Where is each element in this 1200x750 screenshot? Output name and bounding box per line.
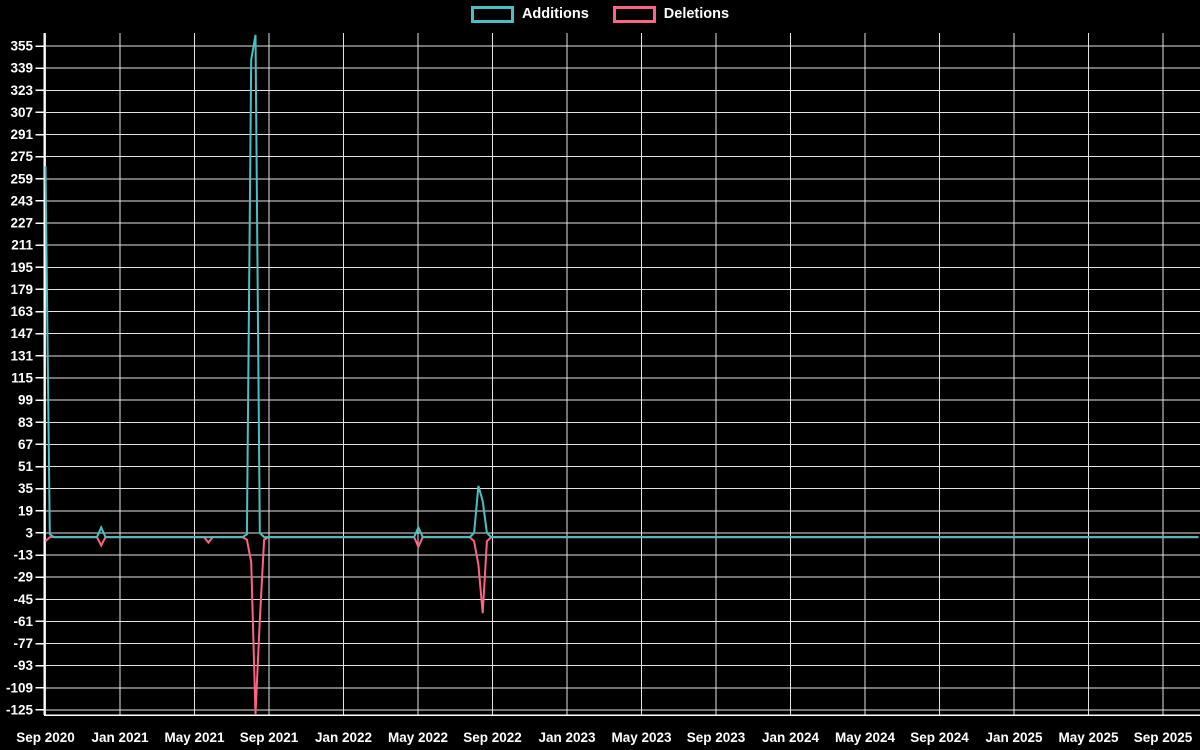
- svg-text:Sep 2022: Sep 2022: [463, 730, 522, 745]
- svg-text:Sep 2020: Sep 2020: [16, 730, 75, 745]
- svg-text:-61: -61: [13, 614, 33, 629]
- svg-text:115: 115: [11, 370, 33, 385]
- svg-text:Jan 2024: Jan 2024: [762, 730, 820, 745]
- svg-text:323: 323: [10, 83, 33, 98]
- svg-text:147: 147: [10, 326, 33, 341]
- svg-text:163: 163: [10, 304, 33, 319]
- svg-text:Sep 2025: Sep 2025: [1134, 730, 1193, 745]
- svg-text:243: 243: [10, 193, 33, 208]
- svg-text:May 2022: May 2022: [388, 730, 448, 745]
- svg-text:May 2021: May 2021: [164, 730, 225, 745]
- svg-text:51: 51: [18, 459, 34, 474]
- svg-text:19: 19: [18, 503, 33, 518]
- legend-label: Deletions: [663, 6, 730, 23]
- svg-text:Jan 2023: Jan 2023: [538, 730, 596, 745]
- svg-text:-109: -109: [6, 680, 33, 695]
- svg-text:275: 275: [10, 149, 33, 164]
- svg-text:227: 227: [10, 216, 33, 231]
- legend-swatch-deletions: [612, 6, 656, 23]
- grid-lines: [44, 33, 1200, 715]
- svg-text:195: 195: [10, 260, 33, 275]
- svg-text:Jan 2022: Jan 2022: [315, 730, 372, 745]
- svg-text:-77: -77: [13, 636, 33, 651]
- svg-text:May 2023: May 2023: [611, 730, 672, 745]
- svg-text:-29: -29: [13, 570, 33, 585]
- svg-text:-93: -93: [13, 658, 33, 673]
- svg-text:35: 35: [18, 481, 34, 496]
- svg-text:-45: -45: [13, 592, 33, 607]
- svg-text:May 2024: May 2024: [835, 730, 896, 745]
- svg-text:339: 339: [10, 61, 33, 76]
- x-axis-labels: Sep 2020 Jan 2021 May 2021 Sep 2021 Jan 2022…: [16, 730, 1193, 745]
- svg-text:3: 3: [25, 525, 33, 540]
- legend-item-deletions[interactable]: Deletions: [612, 6, 730, 23]
- svg-text:83: 83: [18, 415, 34, 430]
- legend-swatch-additions: [470, 6, 514, 23]
- svg-text:291: 291: [10, 127, 33, 142]
- axes: [35, 33, 1200, 716]
- chart-legend: Additions Deletions: [0, 6, 1200, 23]
- svg-text:179: 179: [10, 282, 33, 297]
- svg-text:May 2025: May 2025: [1058, 730, 1119, 745]
- svg-text:Sep 2021: Sep 2021: [240, 730, 299, 745]
- svg-text:307: 307: [10, 105, 33, 120]
- svg-text:67: 67: [18, 437, 33, 452]
- svg-text:-125: -125: [6, 702, 34, 717]
- svg-text:131: 131: [10, 348, 33, 363]
- legend-item-additions[interactable]: Additions: [470, 6, 589, 23]
- legend-label: Additions: [521, 6, 589, 23]
- svg-text:Jan 2025: Jan 2025: [985, 730, 1043, 745]
- svg-text:-13: -13: [13, 548, 33, 563]
- svg-text:259: 259: [10, 171, 33, 186]
- svg-text:211: 211: [11, 238, 33, 253]
- svg-text:Sep 2024: Sep 2024: [910, 730, 969, 745]
- additions-line: [44, 34, 1199, 539]
- y-axis-labels: 355 339 323 307 291 275 259 243 227 211 195 179 163 1…: [6, 39, 34, 718]
- svg-text:Jan 2021: Jan 2021: [91, 730, 149, 745]
- svg-text:99: 99: [18, 393, 33, 408]
- svg-text:355: 355: [10, 39, 33, 54]
- svg-text:Sep 2023: Sep 2023: [687, 730, 746, 745]
